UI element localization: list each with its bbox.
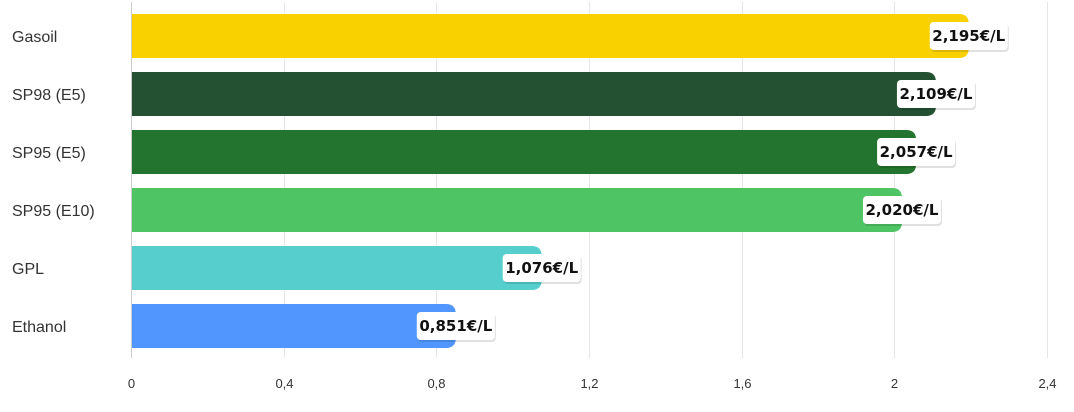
x-tick-label: 1,6 — [733, 376, 751, 391]
x-axis: 0 0,4 0,8 1,2 1,6 2 2,4 — [128, 2, 1057, 391]
value-label: 2,109€/L — [899, 85, 972, 103]
value-labels: 2,195€/L 2,109€/L 2,057€/L 2,020€/L 1,076€/L… — [416, 22, 1009, 342]
category-label: Gasoil — [12, 29, 57, 46]
value-label-box — [929, 22, 1008, 50]
x-tick-label: 2 — [891, 376, 898, 391]
x-tick-label: 2,4 — [1038, 376, 1056, 391]
category-label: Ethanol — [12, 319, 66, 336]
bars — [131, 14, 969, 348]
x-tick-label: 1,2 — [580, 376, 598, 391]
value-label-box — [502, 254, 581, 282]
x-tick-label: 0,4 — [275, 376, 293, 391]
x-tick-label: 0,8 — [427, 376, 445, 391]
value-label-box — [896, 80, 975, 108]
value-label: 1,076€/L — [505, 259, 578, 277]
bar — [131, 14, 969, 58]
value-label: 2,057€/L — [880, 143, 953, 161]
value-label: 2,195€/L — [932, 27, 1005, 45]
x-tick-label: 0 — [128, 376, 135, 391]
category-label: SP95 (E5) — [12, 145, 86, 162]
value-label-box — [416, 312, 495, 340]
category-label: SP98 (E5) — [12, 87, 86, 104]
category-label: SP95 (E10) — [12, 203, 95, 220]
bar — [131, 304, 456, 348]
gridlines — [284, 2, 1048, 358]
value-label: 0,851€/L — [419, 317, 492, 335]
category-label: GPL — [12, 261, 44, 278]
bar — [131, 246, 542, 290]
category-labels: Gasoil SP98 (E5) SP95 (E5) SP95 (E10) GPL Eth… — [12, 29, 95, 336]
bar — [131, 188, 902, 232]
value-label-box — [877, 138, 956, 166]
value-label: 2,020€/L — [866, 201, 939, 219]
value-label-box — [862, 196, 941, 224]
bar — [131, 130, 917, 174]
bar — [131, 72, 936, 116]
